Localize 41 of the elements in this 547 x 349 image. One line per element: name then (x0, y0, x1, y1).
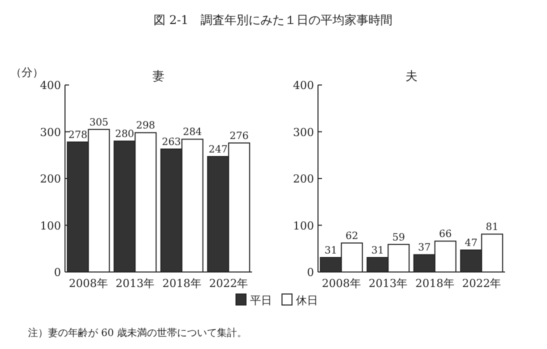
data-label: 305 (89, 117, 108, 128)
y-tick-label: 300 (293, 126, 314, 139)
data-label: 47 (464, 238, 478, 250)
x-tick-label: 2018年 (162, 277, 202, 290)
y-tick-label: 100 (40, 219, 61, 232)
x-tick-label: 2022年 (462, 277, 502, 290)
data-label: 263 (162, 137, 181, 148)
y-tick-label: 0 (307, 266, 314, 279)
data-label: 31 (324, 246, 338, 257)
y-tick-label: 200 (40, 172, 61, 186)
data-label: 298 (136, 120, 156, 132)
x-tick-label: 2022年 (209, 277, 248, 290)
legend-label: 休日 (296, 294, 318, 307)
y-tick-label: 400 (293, 79, 314, 92)
chart-title: 夫 (406, 69, 418, 83)
data-label: 31 (371, 246, 384, 257)
y-axis-title: （分） (10, 66, 44, 79)
x-tick-label: 2018年 (415, 277, 454, 290)
y-tick-label: 100 (293, 219, 314, 232)
caption: 図 2-1 調査年別にみた１日の平均家事時間 (153, 13, 393, 27)
text: 注）妻の年齢が 60 歳未満の世帯について集計。 (28, 327, 248, 339)
data-label: 59 (392, 232, 405, 244)
data-label: 284 (182, 127, 202, 138)
y-tick-label: 0 (54, 266, 61, 279)
data-label: 81 (486, 222, 498, 234)
x-tick-label: 2013年 (368, 277, 408, 290)
chart-title: 妻 (152, 69, 164, 83)
y-tick-label: 400 (40, 79, 61, 92)
y-tick-label: 300 (40, 126, 61, 139)
legend-label: 平日 (250, 294, 272, 307)
data-label: 280 (115, 129, 134, 140)
data-label: 276 (230, 130, 249, 142)
data-label: 247 (208, 144, 228, 156)
data-label: 278 (68, 130, 88, 142)
data-label: 62 (346, 231, 358, 242)
y-tick-label: 200 (293, 172, 314, 186)
data-label: 37 (418, 242, 431, 254)
x-tick-label: 2008年 (322, 277, 361, 290)
x-tick-label: 2013年 (116, 277, 155, 290)
data-label: 66 (439, 229, 452, 240)
x-tick-label: 2008年 (68, 277, 108, 290)
